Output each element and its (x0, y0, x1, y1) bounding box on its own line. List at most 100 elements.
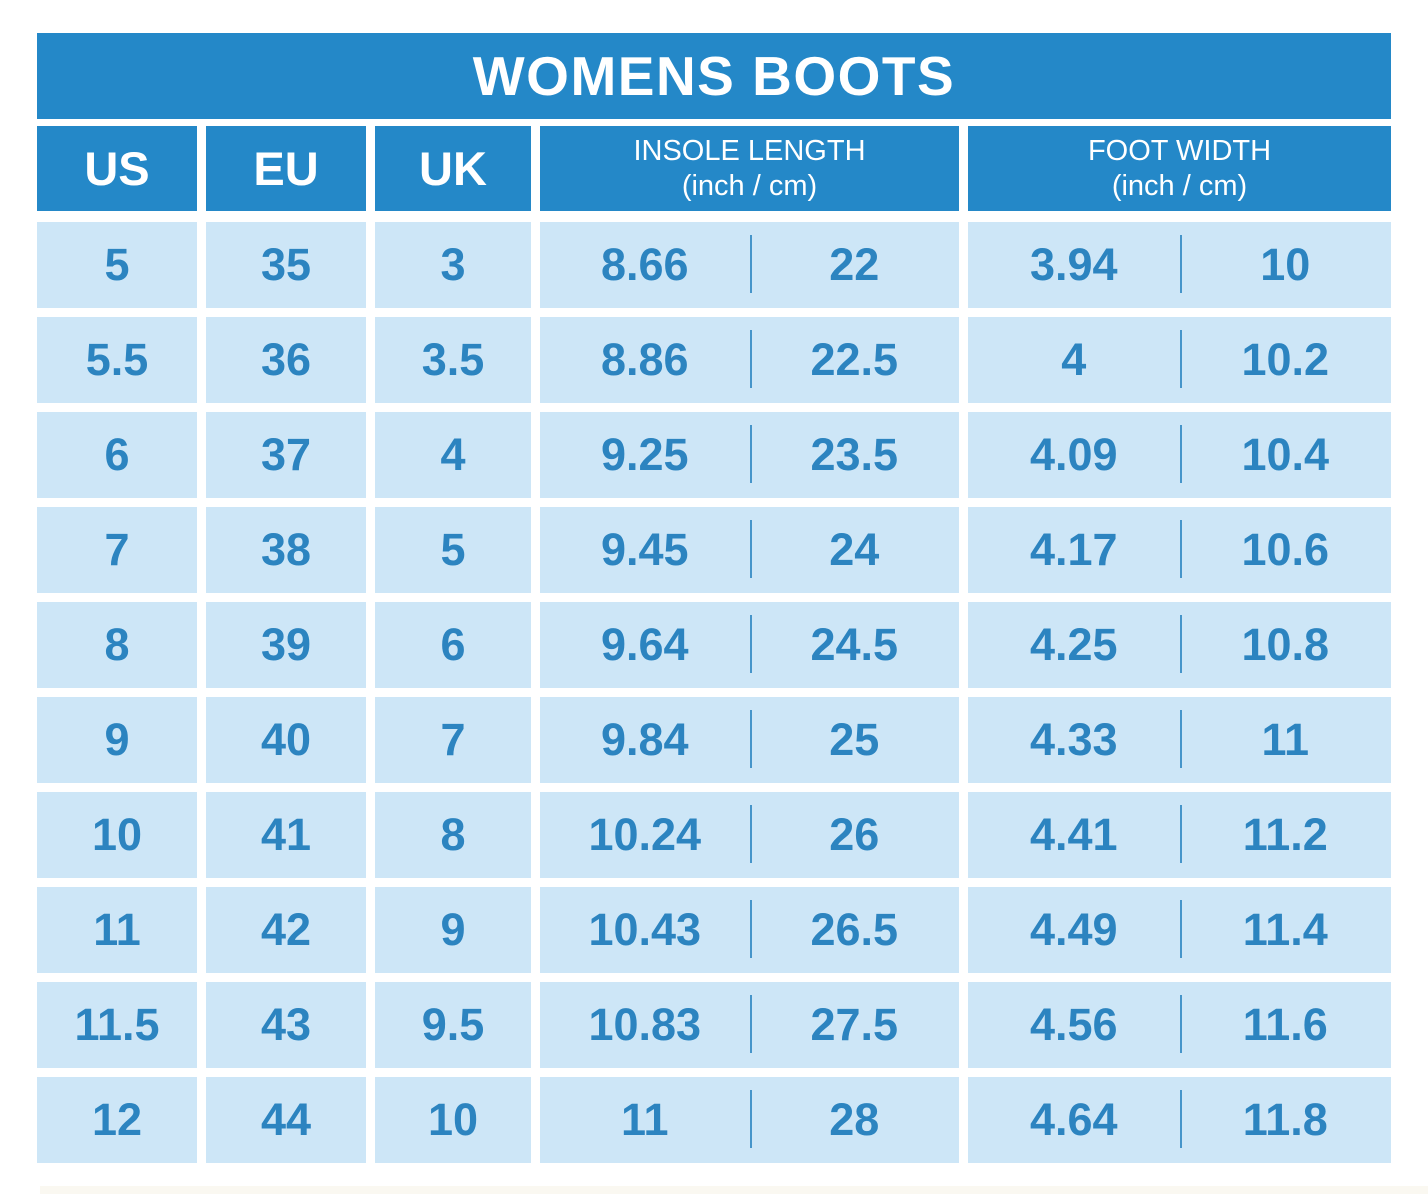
foot-width-cell: 4.64 11.8 (968, 1077, 1391, 1163)
table-row: 12 44 10 11 28 4.64 11.8 (37, 1077, 1391, 1163)
table-row: 8 39 6 9.64 24.5 4.25 10.8 (37, 602, 1391, 688)
divider-line (749, 899, 752, 959)
foot-width-cell: 4.56 11.6 (968, 982, 1391, 1068)
womens-boots-size-table: WOMENS BOOTS US EU UK INSOLE LENGTH (inc… (37, 33, 1391, 1163)
insole-inch-value: 10.43 (588, 904, 702, 955)
insole-cm-value: 23.5 (810, 429, 899, 480)
divider-line (1179, 1089, 1182, 1149)
insole-inch-value: 9.25 (600, 429, 689, 480)
column-header-us: US (37, 126, 197, 211)
insole-inch-value: 9.45 (600, 524, 689, 575)
insole-inch-value: 8.86 (600, 334, 689, 385)
eu-size-cell: 35 (206, 222, 366, 308)
us-size-cell: 6 (37, 412, 197, 498)
divider-line (1179, 234, 1182, 294)
foot-width-cell: 4.25 10.8 (968, 602, 1391, 688)
insole-cm-value: 28 (829, 1094, 880, 1145)
table-title: WOMENS BOOTS (472, 45, 956, 107)
table-row: 6 37 4 9.25 23.5 4.09 10.4 (37, 412, 1391, 498)
insole-cm-value: 24 (829, 524, 880, 575)
insole-cm-value: 27.5 (810, 999, 899, 1050)
eu-size-cell: 43 (206, 982, 366, 1068)
divider-line (749, 329, 752, 389)
insole-inch-value: 11 (620, 1094, 669, 1145)
insole-length-cell: 8.86 22.5 (540, 317, 959, 403)
insole-length-label: INSOLE LENGTH (633, 135, 866, 168)
foot-width-inch-value: 4.17 (1029, 524, 1118, 575)
table-header-row: US EU UK INSOLE LENGTH (inch / cm) FOOT … (37, 126, 1391, 211)
us-size-cell: 8 (37, 602, 197, 688)
table-row: 5 35 3 8.66 22 3.94 10 (37, 222, 1391, 308)
insole-length-cell: 9.45 24 (540, 507, 959, 593)
foot-width-cell: 4.09 10.4 (968, 412, 1391, 498)
insole-cm-value: 26.5 (810, 904, 899, 955)
foot-width-cm-value: 11.4 (1242, 904, 1328, 955)
insole-length-cell: 10.83 27.5 (540, 982, 959, 1068)
divider-line (1179, 329, 1182, 389)
foot-width-inch-value: 4.56 (1029, 999, 1118, 1050)
insole-inch-value: 8.66 (600, 239, 689, 290)
foot-width-cm-value: 10.4 (1241, 429, 1330, 480)
eu-size-cell: 44 (206, 1077, 366, 1163)
insole-inch-value: 9.64 (600, 619, 689, 670)
foot-width-unit: (inch / cm) (1111, 169, 1248, 202)
foot-width-label: FOOT WIDTH (1087, 135, 1272, 168)
foot-width-cm-value: 10.6 (1241, 524, 1330, 575)
insole-inch-value: 10.83 (588, 999, 702, 1050)
divider-line (749, 614, 752, 674)
insole-cm-value: 24.5 (810, 619, 899, 670)
insole-length-cell: 9.25 23.5 (540, 412, 959, 498)
divider-line (1179, 424, 1182, 484)
uk-size-cell: 9.5 (375, 982, 531, 1068)
eu-size-cell: 40 (206, 697, 366, 783)
eu-size-cell: 39 (206, 602, 366, 688)
table-row: 7 38 5 9.45 24 4.17 10.6 (37, 507, 1391, 593)
insole-cm-value: 26 (829, 809, 880, 860)
foot-width-inch-value: 4.49 (1029, 904, 1118, 955)
eu-size-cell: 41 (206, 792, 366, 878)
foot-width-inch-value: 4 (1061, 334, 1087, 385)
uk-size-cell: 8 (375, 792, 531, 878)
foot-width-inch-value: 3.94 (1029, 239, 1118, 290)
us-size-cell: 10 (37, 792, 197, 878)
insole-cm-value: 22.5 (810, 334, 899, 385)
us-size-cell: 11.5 (37, 982, 197, 1068)
divider-line (749, 804, 752, 864)
column-header-insole-length: INSOLE LENGTH (inch / cm) (540, 126, 959, 211)
insole-length-cell: 8.66 22 (540, 222, 959, 308)
foot-width-cell: 4 10.2 (968, 317, 1391, 403)
foot-width-cell: 4.49 11.4 (968, 887, 1391, 973)
us-size-cell: 12 (37, 1077, 197, 1163)
foot-width-cm-value: 11.6 (1242, 999, 1328, 1050)
divider-line (749, 709, 752, 769)
insole-length-cell: 9.64 24.5 (540, 602, 959, 688)
uk-size-cell: 3 (375, 222, 531, 308)
us-size-cell: 11 (37, 887, 197, 973)
insole-length-cell: 10.24 26 (540, 792, 959, 878)
insole-inch-value: 9.84 (600, 714, 689, 765)
us-size-cell: 5.5 (37, 317, 197, 403)
us-size-cell: 5 (37, 222, 197, 308)
foot-width-inch-value: 4.64 (1029, 1094, 1118, 1145)
column-header-foot-width: FOOT WIDTH (inch / cm) (968, 126, 1391, 211)
foot-width-cm-value: 11.8 (1242, 1094, 1328, 1145)
foot-width-inch-value: 4.25 (1029, 619, 1118, 670)
table-row: 11.5 43 9.5 10.83 27.5 4.56 11.6 (37, 982, 1391, 1068)
divider-line (1179, 614, 1182, 674)
table-body: 5 35 3 8.66 22 3.94 10 5.5 36 3.5 8.86 2… (37, 222, 1391, 1163)
table-row: 11 42 9 10.43 26.5 4.49 11.4 (37, 887, 1391, 973)
foot-width-inch-value: 4.33 (1029, 714, 1118, 765)
table-row: 10 41 8 10.24 26 4.41 11.2 (37, 792, 1391, 878)
divider-line (749, 994, 752, 1054)
uk-size-cell: 4 (375, 412, 531, 498)
divider-line (1179, 709, 1182, 769)
us-size-cell: 9 (37, 697, 197, 783)
insole-length-cell: 9.84 25 (540, 697, 959, 783)
insole-cm-value: 25 (829, 714, 880, 765)
uk-size-cell: 5 (375, 507, 531, 593)
foot-width-cm-value: 11 (1261, 714, 1310, 765)
divider-line (749, 234, 752, 294)
table-title-bar: WOMENS BOOTS (37, 33, 1391, 119)
divider-line (1179, 899, 1182, 959)
